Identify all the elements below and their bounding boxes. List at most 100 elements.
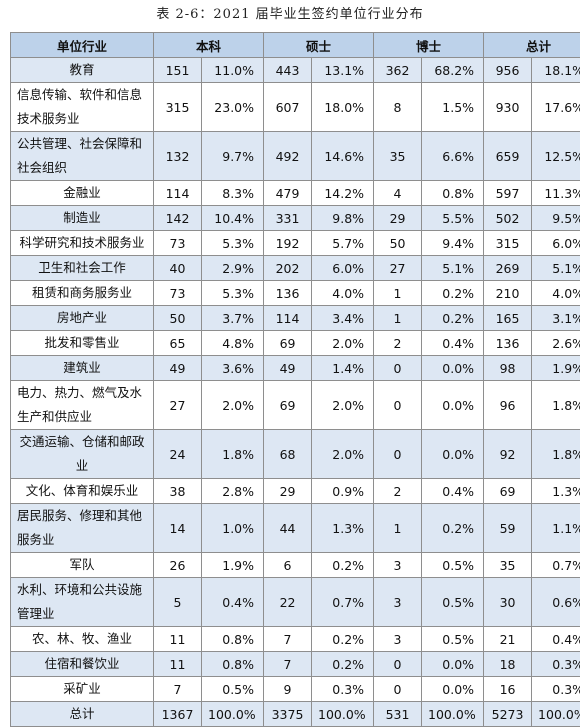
bachelor-count: 14 — [154, 504, 202, 553]
table-row: 建筑业 49 3.6% 49 1.4% 0 0.0% 98 1.9% — [11, 356, 580, 381]
master-percent: 0.7% — [312, 578, 374, 627]
total-percent: 18.1% — [532, 58, 580, 83]
table-row: 文化、体育和娱乐业 38 2.8% 29 0.9% 2 0.4% 69 1.3% — [11, 479, 580, 504]
total-count: 18 — [484, 652, 532, 677]
table-row: 批发和零售业 65 4.8% 69 2.0% 2 0.4% 136 2.6% — [11, 331, 580, 356]
industry-name: 居民服务、修理和其他服务业 — [11, 504, 154, 553]
total-count: 16 — [484, 677, 532, 702]
total-percent: 0.6% — [532, 578, 580, 627]
industry-name: 农、林、牧、渔业 — [11, 627, 154, 652]
total-percent: 2.6% — [532, 331, 580, 356]
doctor-percent: 0.0% — [422, 381, 484, 430]
table-row: 采矿业 7 0.5% 9 0.3% 0 0.0% 16 0.3% — [11, 677, 580, 702]
master-percent: 4.0% — [312, 281, 374, 306]
total-count: 956 — [484, 58, 532, 83]
header-doctor: 博士 — [374, 33, 484, 58]
master-percent: 13.1% — [312, 58, 374, 83]
doctor-percent: 0.2% — [422, 504, 484, 553]
doctor-count: 35 — [374, 132, 422, 181]
bachelor-count: 27 — [154, 381, 202, 430]
doctor-count: 0 — [374, 381, 422, 430]
doctor-count: 8 — [374, 83, 422, 132]
master-percent: 0.3% — [312, 677, 374, 702]
doctor-percent: 68.2% — [422, 58, 484, 83]
master-percent: 14.6% — [312, 132, 374, 181]
doctor-count: 3 — [374, 553, 422, 578]
bachelor-percent: 23.0% — [202, 83, 264, 132]
total-count: 930 — [484, 83, 532, 132]
master-count: 443 — [264, 58, 312, 83]
bachelor-percent: 10.4% — [202, 206, 264, 231]
total-percent: 0.3% — [532, 652, 580, 677]
master-percent: 1.3% — [312, 504, 374, 553]
industry-name: 批发和零售业 — [11, 331, 154, 356]
doctor-percent: 0.5% — [422, 627, 484, 652]
total-count: 92 — [484, 430, 532, 479]
bachelor-count: 151 — [154, 58, 202, 83]
doctor-count: 531 — [374, 702, 422, 727]
master-count: 492 — [264, 132, 312, 181]
master-count: 479 — [264, 181, 312, 206]
doctor-count: 0 — [374, 652, 422, 677]
total-percent: 0.4% — [532, 627, 580, 652]
table-row: 军队 26 1.9% 6 0.2% 3 0.5% 35 0.7% — [11, 553, 580, 578]
total-percent: 100.0% — [532, 702, 580, 727]
bachelor-percent: 0.4% — [202, 578, 264, 627]
doctor-count: 27 — [374, 256, 422, 281]
industry-name: 采矿业 — [11, 677, 154, 702]
bachelor-count: 26 — [154, 553, 202, 578]
bachelor-count: 142 — [154, 206, 202, 231]
master-count: 114 — [264, 306, 312, 331]
master-count: 7 — [264, 627, 312, 652]
industry-name: 制造业 — [11, 206, 154, 231]
total-percent: 1.9% — [532, 356, 580, 381]
industry-name: 文化、体育和娱乐业 — [11, 479, 154, 504]
total-percent: 1.3% — [532, 479, 580, 504]
master-count: 49 — [264, 356, 312, 381]
total-count: 315 — [484, 231, 532, 256]
total-count: 165 — [484, 306, 532, 331]
header-total: 总计 — [484, 33, 580, 58]
doctor-count: 50 — [374, 231, 422, 256]
doctor-percent: 0.5% — [422, 553, 484, 578]
table-row: 电力、热力、燃气及水生产和供应业 27 2.0% 69 2.0% 0 0.0% … — [11, 381, 580, 430]
total-percent: 1.8% — [532, 381, 580, 430]
master-count: 192 — [264, 231, 312, 256]
industry-name: 租赁和商务服务业 — [11, 281, 154, 306]
total-count: 659 — [484, 132, 532, 181]
industry-name: 公共管理、社会保障和社会组织 — [11, 132, 154, 181]
master-percent: 0.9% — [312, 479, 374, 504]
doctor-percent: 1.5% — [422, 83, 484, 132]
master-count: 202 — [264, 256, 312, 281]
table-row: 公共管理、社会保障和社会组织 132 9.7% 492 14.6% 35 6.6… — [11, 132, 580, 181]
total-percent: 0.3% — [532, 677, 580, 702]
master-percent: 14.2% — [312, 181, 374, 206]
industry-name: 房地产业 — [11, 306, 154, 331]
table-row: 金融业 114 8.3% 479 14.2% 4 0.8% 597 11.3% — [11, 181, 580, 206]
bachelor-percent: 9.7% — [202, 132, 264, 181]
industry-distribution-table: 单位行业 本科 硕士 博士 总计 教育 151 11.0% 443 13.1% … — [10, 32, 580, 727]
doctor-count: 3 — [374, 627, 422, 652]
master-percent: 0.2% — [312, 627, 374, 652]
table-row: 房地产业 50 3.7% 114 3.4% 1 0.2% 165 3.1% — [11, 306, 580, 331]
table-caption: 表 2-6：2021 届毕业生签约单位行业分布 — [0, 0, 580, 30]
table-row: 住宿和餐饮业 11 0.8% 7 0.2% 0 0.0% 18 0.3% — [11, 652, 580, 677]
master-percent: 2.0% — [312, 381, 374, 430]
table-row: 制造业 142 10.4% 331 9.8% 29 5.5% 502 9.5% — [11, 206, 580, 231]
doctor-count: 0 — [374, 677, 422, 702]
master-count: 3375 — [264, 702, 312, 727]
bachelor-percent: 1.8% — [202, 430, 264, 479]
doctor-percent: 0.5% — [422, 578, 484, 627]
industry-name: 教育 — [11, 58, 154, 83]
master-percent: 0.2% — [312, 553, 374, 578]
bachelor-count: 38 — [154, 479, 202, 504]
industry-name: 信息传输、软件和信息技术服务业 — [11, 83, 154, 132]
industry-name: 军队 — [11, 553, 154, 578]
total-percent: 1.8% — [532, 430, 580, 479]
bachelor-percent: 2.9% — [202, 256, 264, 281]
doctor-count: 2 — [374, 331, 422, 356]
total-percent: 1.1% — [532, 504, 580, 553]
master-percent: 6.0% — [312, 256, 374, 281]
total-row: 总计 1367 100.0% 3375 100.0% 531 100.0% 52… — [11, 702, 580, 727]
total-percent: 4.0% — [532, 281, 580, 306]
